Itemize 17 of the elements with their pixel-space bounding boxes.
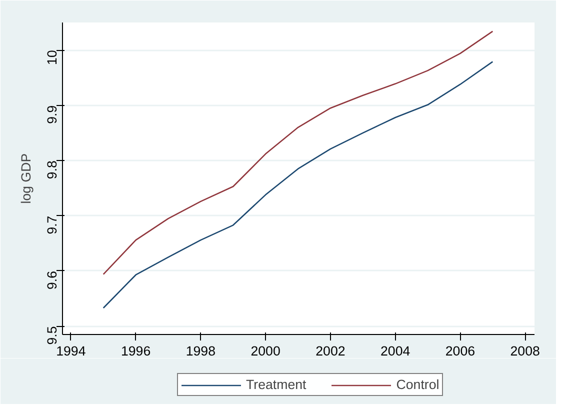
y-axis-title: log GDP xyxy=(18,153,34,204)
x-tick-label: 2008 xyxy=(510,344,540,358)
y-tick-label: 9.6 xyxy=(44,270,60,290)
x-tick-label: 2000 xyxy=(250,344,280,358)
x-tick-label: 1994 xyxy=(56,344,86,358)
legend-label: Control xyxy=(396,377,440,392)
y-tick-label: 9.8 xyxy=(44,160,60,180)
x-tick-label: 2004 xyxy=(380,344,411,358)
x-tick-label: 2006 xyxy=(445,344,476,358)
y-tick-label: 9.7 xyxy=(44,216,60,234)
x-tick-label: 1996 xyxy=(120,344,151,358)
y-tick-label: 9.5 xyxy=(44,326,60,345)
x-tick-label: 2002 xyxy=(316,344,346,358)
y-tick-label: 10 xyxy=(44,50,60,65)
legend-label: Treatment xyxy=(246,377,306,392)
y-tick-label: 9.9 xyxy=(44,105,60,124)
x-tick-label: 1998 xyxy=(186,344,216,358)
